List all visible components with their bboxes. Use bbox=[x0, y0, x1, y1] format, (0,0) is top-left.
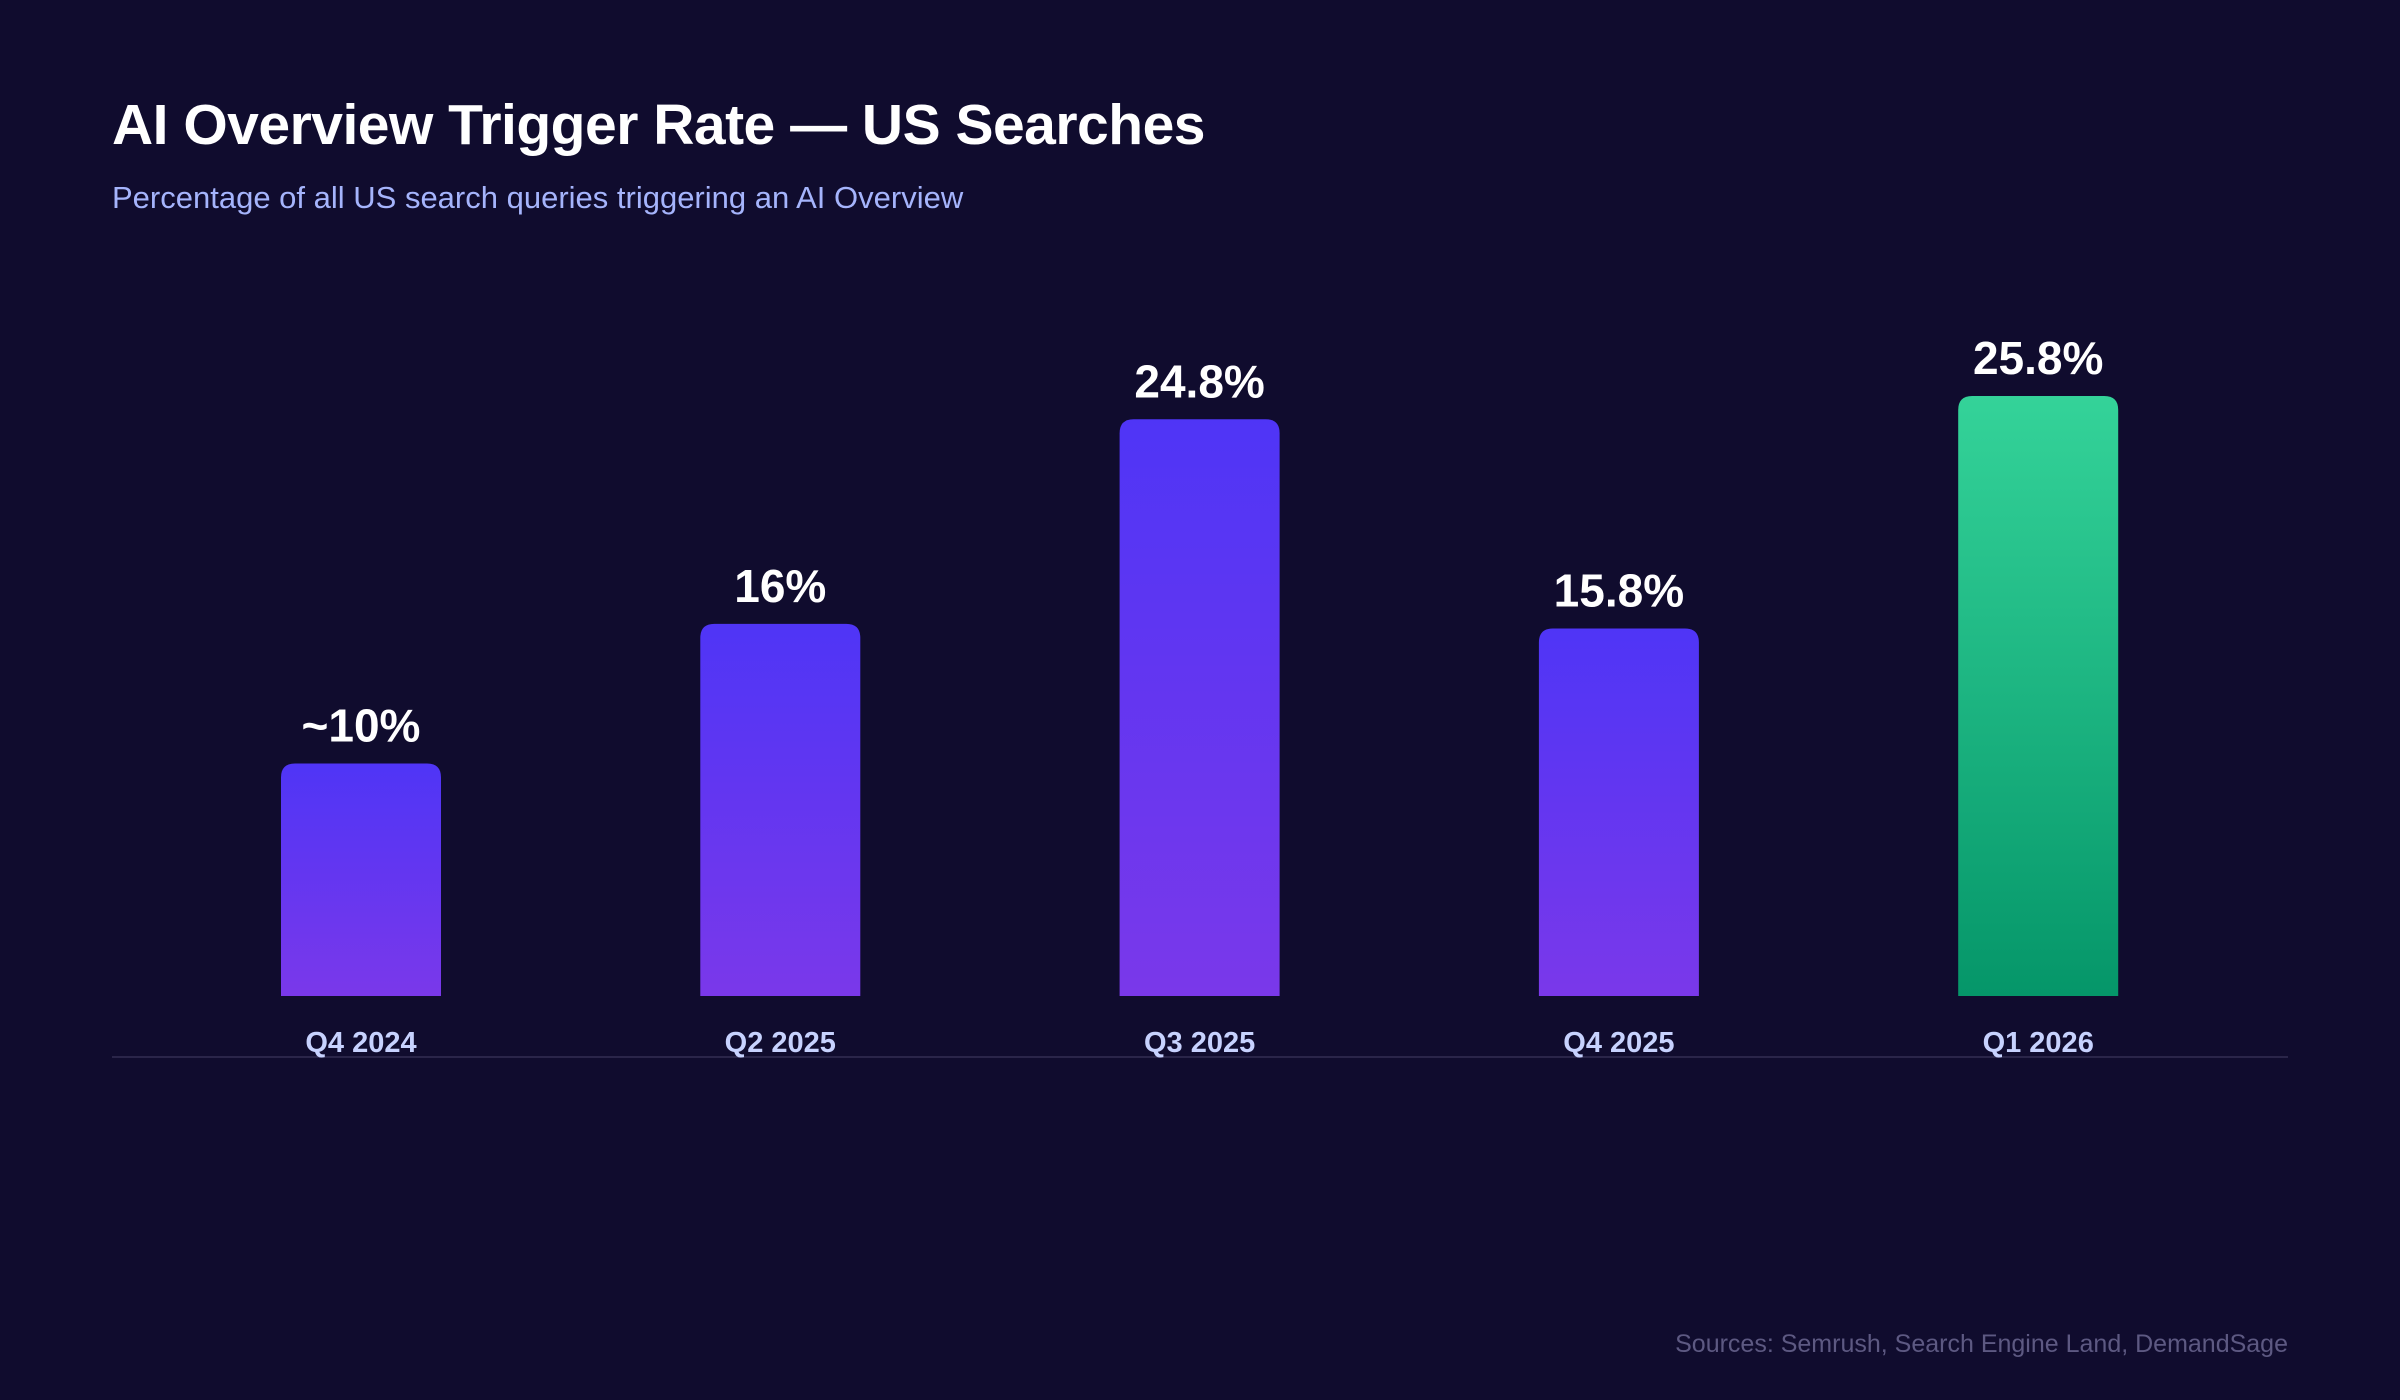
category-label: Q4 2024 bbox=[305, 1027, 416, 1059]
bar bbox=[281, 763, 441, 996]
category-label: Q3 2025 bbox=[1144, 1027, 1255, 1059]
bar bbox=[700, 623, 861, 996]
bar bbox=[1958, 396, 2119, 996]
data-label: ~10% bbox=[302, 699, 421, 751]
data-label: 16% bbox=[734, 560, 826, 612]
bar bbox=[1538, 628, 1699, 996]
bar bbox=[1119, 419, 1280, 996]
chart-subtitle: Percentage of all US search queries trig… bbox=[112, 180, 964, 215]
source-note: Sources: Semrush, Search Engine Land, De… bbox=[1675, 1330, 2288, 1358]
category-label: Q1 2026 bbox=[1983, 1027, 2094, 1059]
data-label: 25.8% bbox=[1973, 332, 2103, 384]
data-label: 15.8% bbox=[1554, 565, 1684, 617]
chart-title: AI Overview Trigger Rate — US Searches bbox=[112, 93, 1205, 157]
category-label: Q4 2025 bbox=[1563, 1027, 1674, 1059]
category-label: Q2 2025 bbox=[725, 1027, 836, 1059]
data-label: 24.8% bbox=[1134, 355, 1264, 407]
